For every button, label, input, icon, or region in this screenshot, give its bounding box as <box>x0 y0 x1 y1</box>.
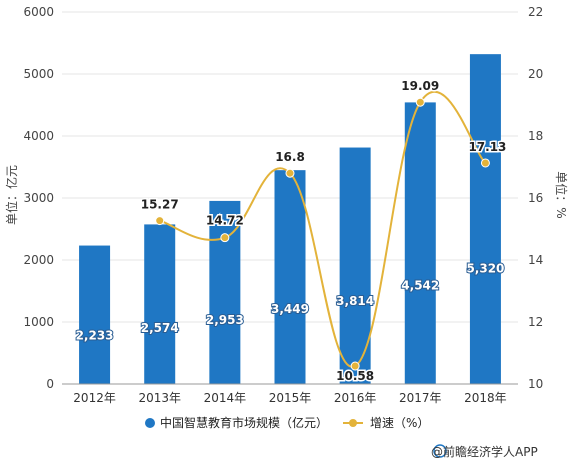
y-left-tick-label: 5000 <box>23 67 54 81</box>
legend-line-label: 增速（%） <box>370 416 429 430</box>
brand-logo-icon <box>433 444 447 458</box>
growth-value-label: 16.8 <box>275 150 305 164</box>
bars <box>79 54 501 385</box>
footer-source-text: @前瞻经济学人APP <box>431 444 538 459</box>
growth-point <box>415 97 425 107</box>
bar-value-label: 3,814 <box>336 294 374 308</box>
bar-value-label: 3,449 <box>271 302 309 316</box>
x-tick-label: 2016年 <box>334 391 377 405</box>
x-tick-label: 2012年 <box>73 391 116 405</box>
y-right-tick-label: 10 <box>528 377 543 391</box>
growth-line <box>155 90 490 371</box>
x-tick-label: 2014年 <box>204 391 247 405</box>
bar <box>209 200 241 384</box>
y-left-tick-label: 2000 <box>23 253 54 267</box>
bar-value-label: 4,542 <box>401 278 439 292</box>
growth-line-path <box>159 90 487 368</box>
bar <box>339 147 371 384</box>
growth-point <box>480 158 490 168</box>
bar <box>144 224 176 384</box>
bar <box>79 245 111 384</box>
bar-value-label: 2,953 <box>206 313 244 327</box>
growth-point <box>155 216 165 226</box>
y-right-tick-label: 14 <box>528 253 543 267</box>
legend-bar-label: 中国智慧教育市场规模（亿元） <box>160 415 328 430</box>
bar-value-label: 2,574 <box>141 321 179 335</box>
growth-value-label: 10.58 <box>336 369 374 383</box>
growth-value-label: 14.72 <box>206 214 244 228</box>
x-tick-label: 2018年 <box>464 391 507 405</box>
y-right-tick-label: 18 <box>528 129 543 143</box>
y-left-tick-label: 6000 <box>23 5 54 19</box>
y-axis-left-title: 单位：亿元 <box>4 165 19 225</box>
y-left-tick-label: 0 <box>46 377 54 391</box>
growth-value-label: 15.27 <box>141 198 179 212</box>
growth-point <box>220 233 230 243</box>
growth-point <box>285 168 295 178</box>
data-labels: 2,233 2,574 2,953 3,449 3,814 4,542 5,320 15.27… <box>75 78 508 385</box>
y-left-tick-label: 4000 <box>23 129 54 143</box>
growth-point <box>350 361 360 371</box>
bar <box>404 102 436 385</box>
growth-value-label: 17.13 <box>468 140 506 154</box>
x-tick-label: 2015年 <box>269 391 312 405</box>
y-right-tick-label: 20 <box>528 67 543 81</box>
bar <box>274 170 306 384</box>
axes: 0 1000 2000 3000 4000 5000 6000 10 12 14 16 18 20 22 2… <box>23 5 543 405</box>
y-right-tick-label: 12 <box>528 315 543 329</box>
y-axis-right-title: 单位：% <box>554 171 569 218</box>
bar <box>469 54 501 384</box>
x-tick-label: 2017年 <box>399 391 442 405</box>
legend-bar-marker <box>145 418 155 428</box>
y-left-tick-label: 3000 <box>23 191 54 205</box>
x-tick-label: 2013年 <box>138 391 181 405</box>
footer-source: @前瞻经济学人APP <box>431 444 538 459</box>
bar-value-label: 5,320 <box>466 262 504 276</box>
y-left-tick-label: 1000 <box>23 315 54 329</box>
bar-value-label: 2,233 <box>76 329 114 343</box>
growth-value-label: 19.09 <box>401 79 439 93</box>
y-right-tick-label: 16 <box>528 191 543 205</box>
legend-line-marker <box>349 419 357 427</box>
legend: 中国智慧教育市场规模（亿元） 增速（%） <box>145 415 429 430</box>
y-right-tick-label: 22 <box>528 5 543 19</box>
